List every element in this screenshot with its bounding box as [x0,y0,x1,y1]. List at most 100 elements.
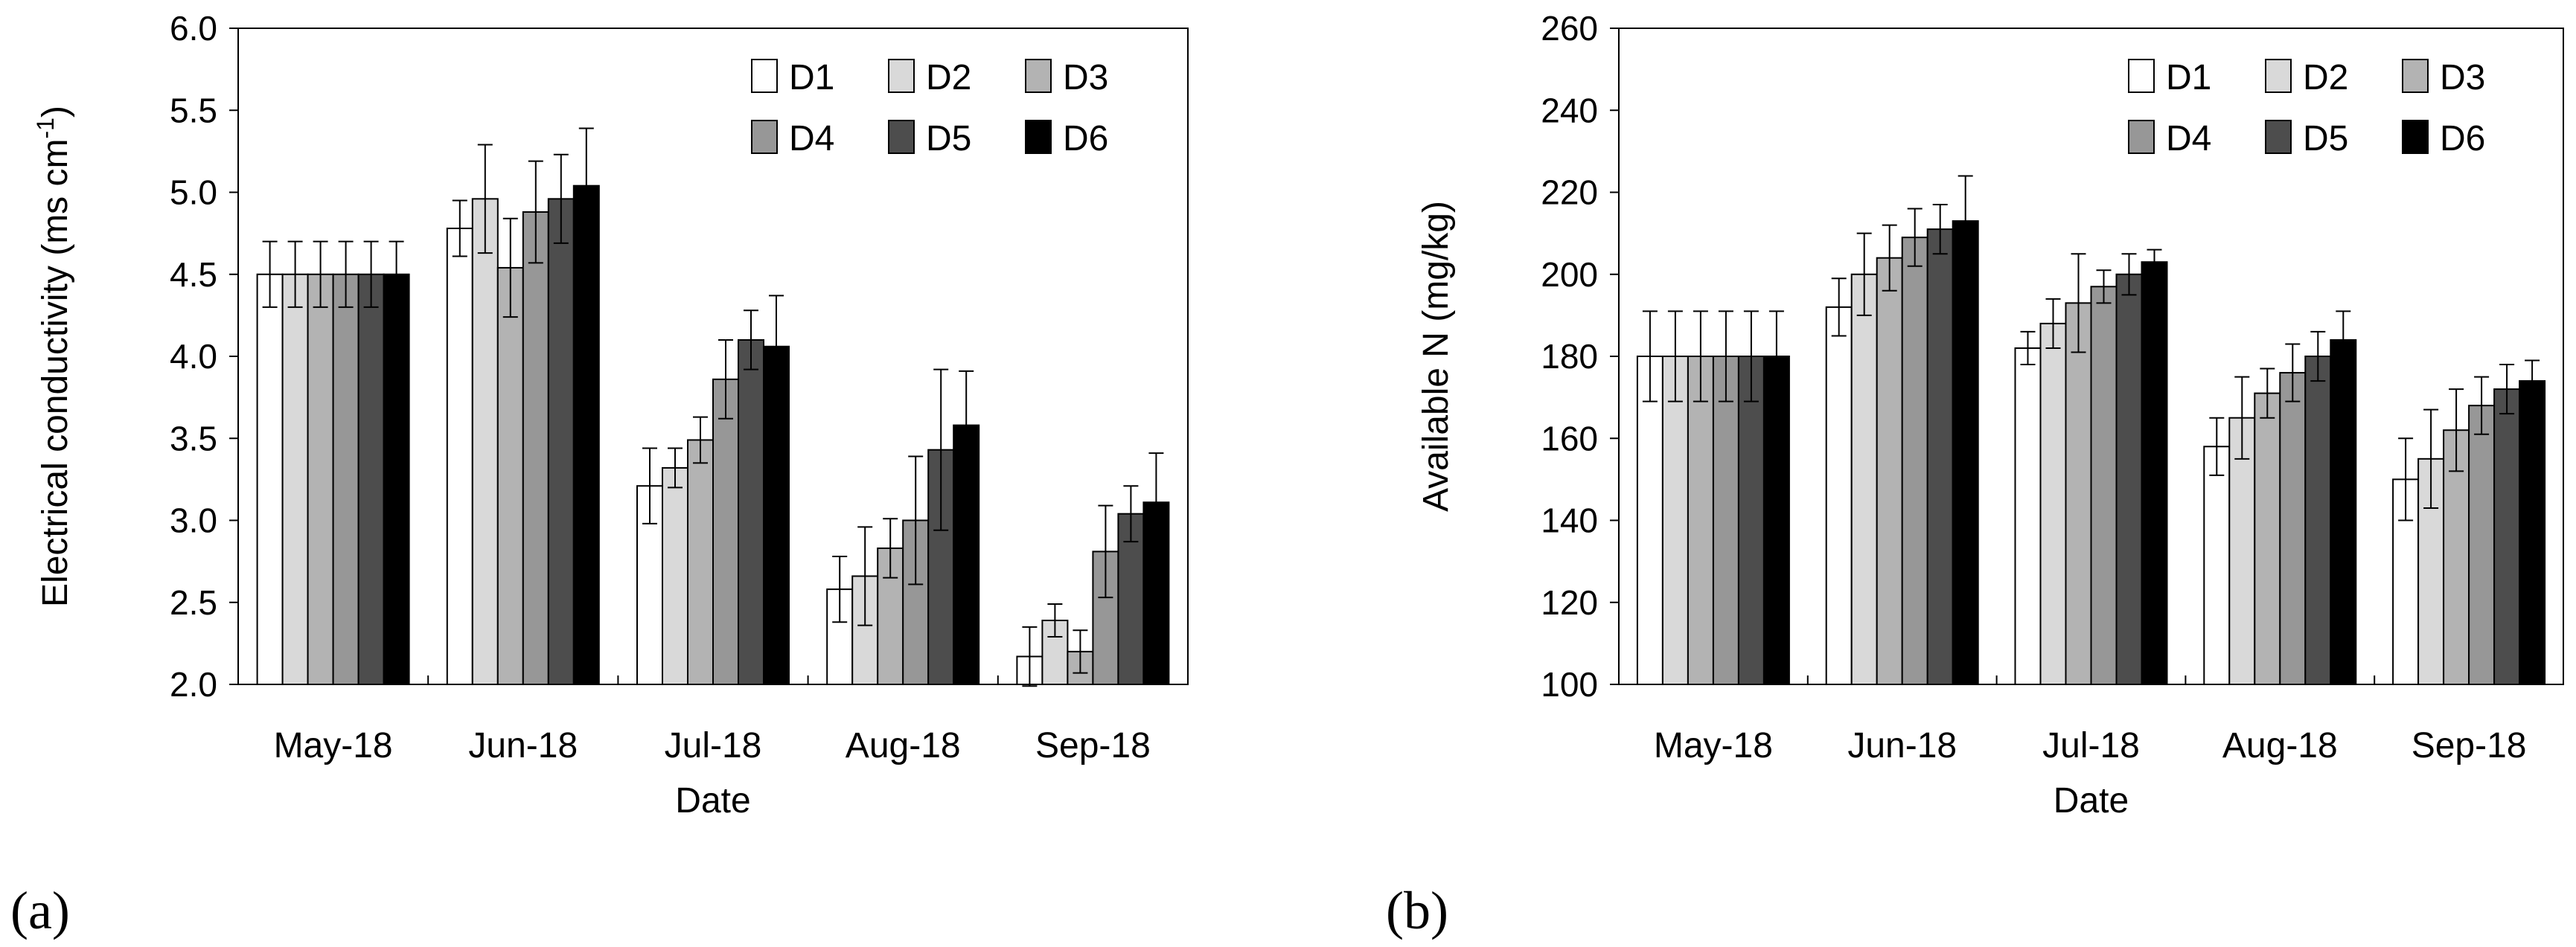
error-bar [452,199,467,257]
error-bar [1907,208,1923,267]
x-tick-label: Jul-18 [2042,726,2140,765]
panel-label-a: (a) [10,881,70,940]
bar-d6-jun-18 [572,184,600,685]
error-bar [313,240,328,308]
x-tick-label: May-18 [1654,726,1773,765]
y-tick-label: 2.0 [170,665,217,704]
bar-d1-aug-18 [2203,446,2231,686]
panel-label-b: (b) [1386,881,1448,940]
error-bar [502,217,518,318]
bar-d3-aug-18 [2254,392,2281,685]
bar-d3-jun-18 [496,266,524,685]
x-tick-label: Sep-18 [2412,726,2527,765]
error-bar [908,455,924,585]
legend: D1 D2 D3 D4 D5 D6 [751,58,1108,158]
chart-b-available-n: 100 120 140 160 180 200 220 240 260 May-18 Jun-18 J… [1416,9,2564,821]
legend-label-d3: D3 [1063,58,1108,97]
y-axis-label: Electrical conductivity (ms cm-1) [32,106,75,607]
error-bar [1073,629,1088,674]
error-bar [2398,437,2414,521]
x-tick-label: Sep-18 [1035,726,1151,765]
error-bar [1957,175,1973,267]
x-axis-label: Date [2054,781,2129,821]
x-axis-label: Date [675,781,750,821]
error-bar [1932,204,1948,255]
error-bar [959,370,974,481]
bar-d2-may-18 [281,273,309,685]
y-tick-label: 3.5 [170,419,217,458]
error-bar [1768,310,1784,402]
legend-swatch-d4 [2128,120,2155,154]
error-bar [2045,298,2061,349]
error-bar [2121,253,2137,296]
y-tick-label: 5.5 [170,91,217,129]
error-bar [1022,626,1038,687]
y-tick-label: 220 [1541,173,1598,212]
bar-d2-jun-18 [471,198,499,685]
y-tick-label: 3.0 [170,501,217,540]
legend-label-d6: D6 [1063,119,1108,158]
error-bar [2096,269,2112,304]
legend-label-d4: D4 [789,119,834,158]
bar-d4-jun-18 [1901,237,1928,685]
error-bar [883,518,898,579]
error-bar [1123,485,1139,543]
y-tick-label: 100 [1541,665,1598,704]
error-bar [2525,359,2540,402]
legend-swatch-d2 [2265,59,2292,93]
bar-d4-jul-18 [712,378,739,685]
legend-swatch-d5 [888,120,915,154]
x-tick-label: Jul-18 [665,726,762,765]
bar-d6-may-18 [1762,356,1790,685]
legend-swatch-d1 [751,59,778,93]
bar-d2-jul-18 [2039,322,2067,685]
bar-d1-jun-18 [446,228,473,685]
y-tick-label: 180 [1541,337,1598,376]
y-tick-label: 160 [1541,419,1598,458]
error-bar [389,240,404,308]
legend-swatch-d3 [2402,59,2429,93]
error-bar [1098,504,1113,599]
legend-swatch-d4 [751,120,778,154]
error-bar [1047,603,1063,638]
legend-label-d5: D5 [2303,119,2348,158]
error-bar [744,309,758,370]
x-tick-label: Aug-18 [846,726,961,765]
error-bar [2474,376,2490,435]
error-bar [2423,408,2439,509]
legend-label-d2: D2 [926,58,971,97]
bar-d3-may-18 [1687,356,1714,685]
error-bar [2449,388,2464,472]
bar-d5-jul-18 [738,338,764,685]
error-bar [262,240,278,308]
error-bar [528,160,543,264]
y-tick-label: 5.0 [170,173,217,212]
legend-label-d3: D3 [2440,58,2485,97]
error-bar [578,127,594,244]
bar-d4-jun-18 [522,211,549,685]
error-bar [857,526,873,626]
bar-d4-sep-18 [2468,405,2496,686]
bar-d5-jun-18 [547,198,575,685]
bar-d1-jun-18 [1825,306,1853,685]
error-bar [832,556,848,623]
bar-d3-jul-18 [2065,302,2092,685]
error-bar [1718,310,1733,402]
error-bar [2147,248,2162,275]
error-bar [1882,224,1897,292]
error-bar [718,338,733,420]
bar-d5-sep-18 [2493,388,2521,685]
y-tick-label: 4.5 [170,255,217,294]
bar-d6-jul-18 [2141,261,2168,685]
error-bar [1693,310,1708,402]
error-bar [2209,417,2225,476]
legend-swatch-d3 [1025,59,1052,93]
bar-d6-sep-18 [2519,380,2546,685]
error-bar [2020,330,2036,366]
bar-d2-jun-18 [1850,273,1878,685]
y-axis-label: Available N (mg/kg) [1416,201,1456,512]
legend-label-d4: D4 [2166,119,2211,158]
error-bar [2499,364,2515,415]
legend-swatch-d1 [2128,59,2155,93]
x-tick-label: May-18 [274,726,393,765]
